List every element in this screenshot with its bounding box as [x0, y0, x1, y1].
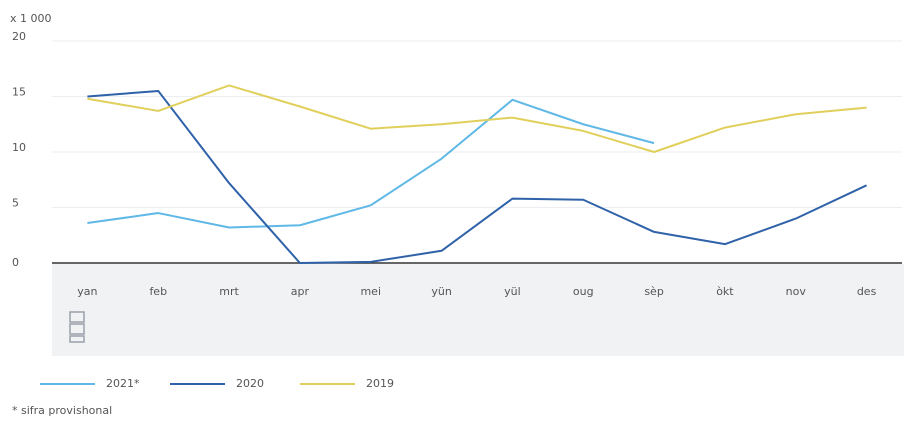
footnote: * sifra provishonal [12, 404, 112, 417]
x-tick-label: sèp [644, 285, 663, 298]
x-tick-label: apr [291, 285, 310, 298]
legend-label: 2019 [366, 377, 394, 390]
x-tick-label: òkt [716, 285, 734, 298]
x-tick-label: nov [786, 285, 807, 298]
x-tick-label: oug [573, 285, 594, 298]
source-band [52, 264, 904, 356]
series-line [87, 89, 868, 264]
legend-label: 2020 [236, 377, 264, 390]
x-tick-label: yan [77, 285, 97, 298]
x-tick-label: des [857, 285, 877, 298]
y-tick-label: 5 [12, 197, 19, 210]
series-line [87, 84, 867, 153]
y-unit-label: x 1 000 [10, 12, 52, 25]
x-tick-label: mrt [219, 285, 239, 298]
x-tick-label: mei [360, 285, 381, 298]
x-tick-label: feb [149, 285, 167, 298]
logo [69, 311, 85, 343]
y-tick-label: 10 [12, 141, 26, 154]
x-tick-label: yün [431, 285, 451, 298]
series-line [87, 98, 655, 229]
x-tick-label: yül [504, 285, 521, 298]
y-tick-label: 0 [12, 256, 19, 269]
legend-label: 2021* [106, 377, 140, 390]
y-tick-label: 15 [12, 86, 26, 99]
y-tick-label: 20 [12, 30, 26, 43]
